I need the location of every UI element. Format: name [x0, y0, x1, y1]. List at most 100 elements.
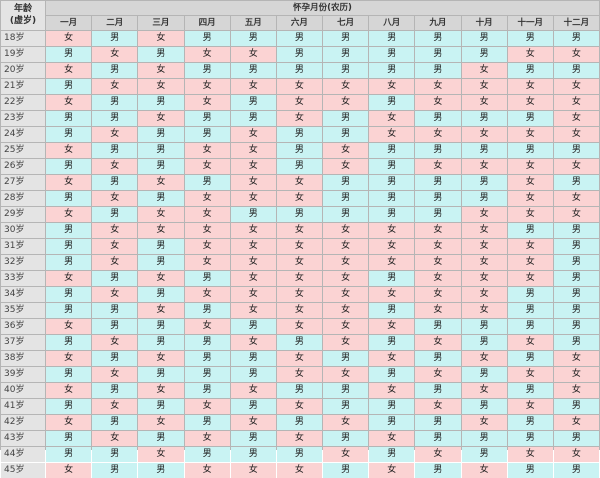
age-cell: 33岁: [1, 271, 45, 286]
gender-cell: 女: [323, 255, 369, 270]
gender-cell: 男: [92, 463, 138, 478]
gender-cell: 女: [507, 127, 553, 142]
month-header: 九月: [415, 16, 461, 30]
gender-cell: 女: [553, 383, 599, 398]
gender-cell: 女: [507, 399, 553, 414]
gender-cell: 男: [276, 47, 322, 62]
gender-cell: 女: [276, 463, 322, 478]
gender-cell: 女: [415, 127, 461, 142]
gender-cell: 女: [276, 191, 322, 206]
gender-cell: 男: [553, 287, 599, 302]
gender-cell: 男: [230, 31, 276, 46]
gender-cell: 女: [461, 63, 507, 78]
gender-cell: 女: [92, 335, 138, 350]
gender-cell: 女: [230, 383, 276, 398]
gender-cell: 男: [46, 191, 92, 206]
gender-cell: 女: [184, 207, 230, 222]
gender-cell: 女: [230, 303, 276, 318]
gender-cell: 女: [369, 287, 415, 302]
age-cell: 21岁: [1, 79, 45, 94]
gender-cell: 女: [46, 319, 92, 334]
gender-cell: 男: [553, 255, 599, 270]
gender-cell: 女: [138, 351, 184, 366]
gender-cell: 女: [92, 287, 138, 302]
gender-cell: 男: [92, 447, 138, 462]
gender-cell: 男: [507, 143, 553, 158]
gender-cell: 男: [184, 127, 230, 142]
gender-cell: 女: [553, 367, 599, 382]
gender-cell: 男: [230, 431, 276, 446]
gender-cell: 女: [138, 415, 184, 430]
gender-cell: 男: [92, 111, 138, 126]
gender-cell: 女: [369, 79, 415, 94]
gender-cell: 女: [230, 223, 276, 238]
gender-cell: 男: [415, 207, 461, 222]
age-header-line2: (虚岁): [9, 15, 37, 26]
gender-cell: 女: [553, 111, 599, 126]
gender-cell: 女: [138, 175, 184, 190]
age-cell: 26岁: [1, 159, 45, 174]
gender-cell: 男: [276, 31, 322, 46]
gender-cell: 女: [323, 303, 369, 318]
gender-cell: 男: [369, 415, 415, 430]
gender-cell: 男: [46, 335, 92, 350]
gender-cell: 女: [92, 431, 138, 446]
gender-cell: 男: [461, 447, 507, 462]
age-cell: 18岁: [1, 31, 45, 46]
gender-cell: 女: [184, 399, 230, 414]
gender-cell: 男: [553, 63, 599, 78]
gender-cell: 男: [369, 303, 415, 318]
gender-cell: 男: [369, 47, 415, 62]
gender-cell: 男: [184, 351, 230, 366]
month-header: 五月: [230, 16, 276, 30]
gender-cell: 男: [276, 335, 322, 350]
gender-cell: 男: [184, 175, 230, 190]
gender-cell: 男: [138, 287, 184, 302]
gender-cell: 男: [92, 143, 138, 158]
age-cell: 42岁: [1, 415, 45, 430]
gender-cell: 女: [323, 95, 369, 110]
month-header: 三月: [138, 16, 184, 30]
gender-cell: 男: [323, 111, 369, 126]
gender-cell: 女: [184, 431, 230, 446]
age-cell: 28岁: [1, 191, 45, 206]
gender-cell: 男: [461, 175, 507, 190]
gender-cell: 女: [230, 47, 276, 62]
gender-cell: 男: [46, 159, 92, 174]
gender-cell: 女: [323, 287, 369, 302]
gender-cell: 男: [184, 415, 230, 430]
gender-cell: 女: [92, 79, 138, 94]
month-header: 一月: [46, 16, 92, 30]
gender-cell: 女: [46, 175, 92, 190]
gender-cell: 女: [415, 399, 461, 414]
gender-cell: 女: [553, 47, 599, 62]
gender-cell: 男: [323, 399, 369, 414]
gender-cell: 男: [415, 31, 461, 46]
gender-cell: 女: [230, 175, 276, 190]
age-cell: 45岁: [1, 463, 45, 478]
gender-cell: 男: [553, 239, 599, 254]
gender-cell: 女: [507, 207, 553, 222]
gender-cell: 女: [92, 223, 138, 238]
gender-cell: 男: [230, 367, 276, 382]
gender-cell: 男: [46, 447, 92, 462]
gender-cell: 男: [184, 271, 230, 286]
gender-cell: 男: [553, 463, 599, 478]
gender-cell: 女: [461, 95, 507, 110]
gender-cell: 女: [323, 159, 369, 174]
gender-cell: 男: [184, 111, 230, 126]
gender-cell: 男: [553, 143, 599, 158]
gender-cell: 女: [461, 223, 507, 238]
gender-cell: 男: [553, 31, 599, 46]
gender-cell: 男: [92, 319, 138, 334]
gender-cell: 女: [553, 95, 599, 110]
gender-cell: 男: [507, 303, 553, 318]
gender-cell: 女: [276, 255, 322, 270]
gender-cell: 女: [507, 335, 553, 350]
gender-cell: 女: [92, 239, 138, 254]
gender-cell: 男: [46, 399, 92, 414]
gender-cell: 男: [461, 319, 507, 334]
month-header: 六月: [276, 16, 322, 30]
gender-cell: 女: [553, 191, 599, 206]
